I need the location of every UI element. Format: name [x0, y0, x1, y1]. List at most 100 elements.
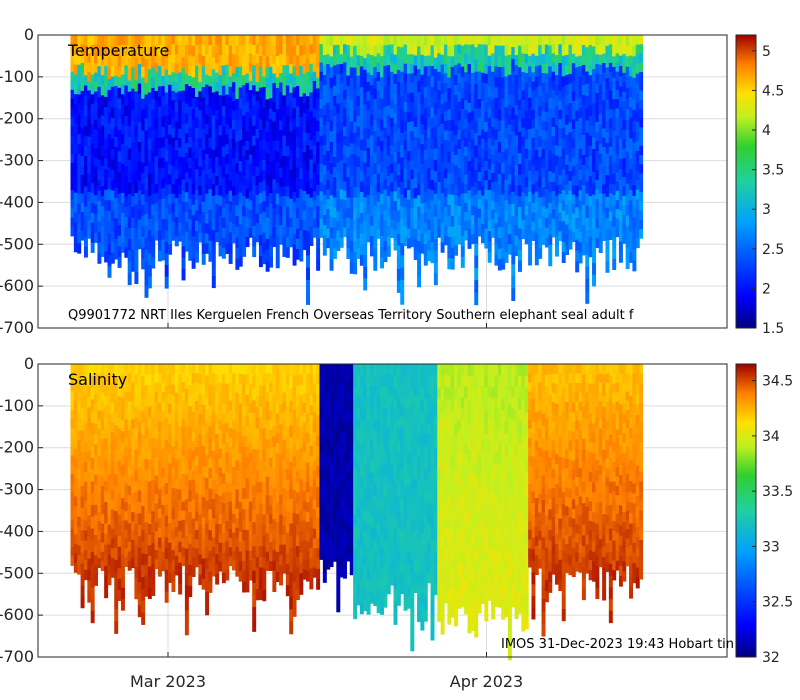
salinity-cell [174, 527, 179, 538]
temperature-cell [440, 44, 445, 56]
temperature-cell [238, 77, 243, 89]
temperature-cell [80, 230, 85, 241]
temperature-cell [450, 194, 455, 206]
temperature-cell [194, 231, 199, 243]
temperature-cell [524, 120, 529, 131]
temperature-cell [292, 170, 297, 182]
temperature-cell [265, 174, 270, 186]
temperature-cell [521, 210, 526, 221]
temperature-cell [612, 66, 617, 79]
temperature-cell [309, 44, 314, 55]
temperature-cell [80, 81, 85, 92]
temperature-cell [117, 214, 122, 226]
temperature-cell [588, 216, 593, 227]
temperature-cell [289, 140, 294, 152]
salinity-cell [124, 465, 129, 475]
temperature-cell [390, 62, 395, 73]
salinity-cell [191, 402, 196, 413]
salinity-cell [188, 575, 193, 587]
temperature-cell [248, 182, 253, 192]
temperature-cell [117, 161, 122, 173]
temperature-cell [447, 77, 452, 89]
temperature-cell [326, 44, 331, 55]
temperature-cell [302, 83, 307, 95]
temperature-cell [467, 122, 472, 133]
salinity-cell [131, 521, 136, 532]
temperature-cell [484, 160, 489, 172]
temperature-cell [571, 185, 576, 196]
temperature-cell [151, 130, 156, 142]
temperature-cell [275, 161, 280, 174]
temperature-cell [107, 123, 112, 135]
salinity-cell [201, 568, 206, 580]
salinity-cell [110, 460, 115, 472]
salinity-cell [171, 436, 176, 448]
temperature-cell [168, 224, 173, 235]
temperature-cell [571, 119, 576, 130]
temperature-cell [380, 66, 385, 78]
salinity-cell [154, 522, 159, 532]
salinity-cell [137, 421, 142, 434]
temperature-cell [194, 251, 199, 263]
temperature-cell [181, 224, 186, 236]
temperature-cell [400, 292, 405, 305]
temperature-cell [548, 171, 553, 183]
temperature-cell [531, 175, 536, 185]
temperature-cell [124, 75, 129, 87]
salinity-cell [77, 555, 82, 566]
temperature-cell [464, 146, 469, 157]
salinity-cell [171, 539, 176, 551]
salinity-cell [205, 592, 210, 604]
temperature-cell [127, 216, 132, 229]
temperature-cell [188, 209, 193, 220]
temperature-profile [238, 35, 243, 267]
temperature-cell [410, 150, 415, 161]
salinity-cell [144, 501, 149, 513]
temperature-cell [174, 130, 179, 141]
temperature-ytick-label: -700 [0, 318, 34, 337]
temperature-cell [127, 80, 132, 93]
temperature-cell [454, 175, 459, 186]
temperature-cell [252, 75, 257, 86]
temperature-cell [265, 99, 270, 111]
temperature-cell [423, 160, 428, 172]
temperature-cell [312, 209, 317, 220]
salinity-cell [117, 579, 122, 591]
temperature-ytick-label: -600 [0, 276, 34, 295]
salinity-cell [117, 385, 122, 397]
temperature-profile [588, 35, 593, 258]
temperature-cell [588, 35, 593, 46]
temperature-cell [211, 115, 216, 128]
temperature-cell [228, 201, 233, 213]
temperature-cell [329, 184, 334, 196]
temperature-cell [242, 206, 247, 217]
temperature-cell [174, 111, 179, 122]
temperature-cell [228, 128, 233, 140]
salinity-cell [178, 562, 183, 574]
temperature-cell [632, 56, 637, 68]
temperature-cell [447, 66, 452, 79]
salinity-cell [87, 591, 92, 603]
salinity-cell [168, 443, 173, 454]
temperature-cell [629, 200, 634, 212]
salinity-cell [208, 467, 213, 479]
temperature-cell [363, 46, 368, 59]
temperature-cell [491, 99, 496, 110]
temperature-cell [477, 117, 482, 127]
salinity-cell [154, 447, 159, 458]
temperature-cell [625, 247, 630, 259]
temperature-cell [615, 71, 620, 82]
salinity-cell [194, 483, 199, 494]
temperature-cell [127, 171, 132, 184]
salinity-cell [215, 564, 220, 575]
temperature-cell [524, 129, 529, 140]
temperature-cell [588, 145, 593, 157]
temperature-cell [400, 194, 405, 207]
salinity-profile [154, 364, 159, 570]
temperature-cell [191, 204, 196, 216]
temperature-cell [454, 125, 459, 136]
temperature-cell [178, 147, 183, 158]
temperature-cell [635, 218, 640, 229]
temperature-cell [235, 184, 240, 196]
temperature-cell [94, 101, 99, 111]
